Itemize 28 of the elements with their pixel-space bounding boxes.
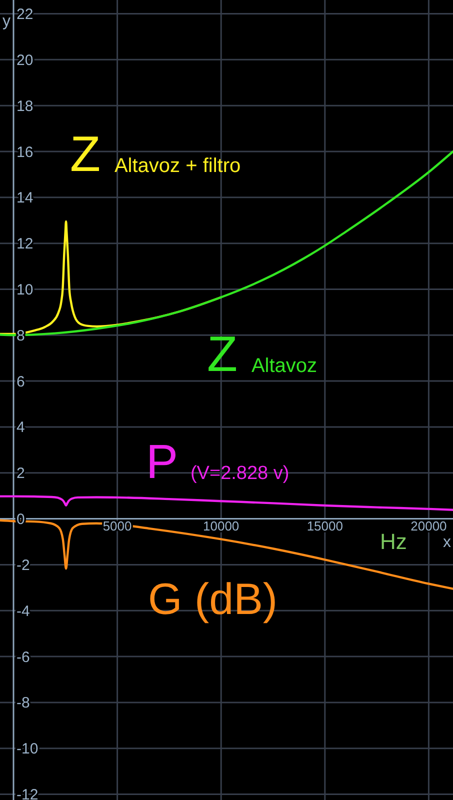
y-tick-label: 14 <box>16 190 34 207</box>
x-axis-title: x <box>443 534 451 551</box>
y-tick-label: 10 <box>16 281 34 298</box>
x-tick-label: 10000 <box>203 518 240 534</box>
y-tick-label: -6 <box>16 648 30 666</box>
y-tick-label: -8 <box>16 694 30 712</box>
y-tick-label: -12 <box>16 786 38 800</box>
y-tick-label: -10 <box>16 740 38 758</box>
line-series <box>0 495 453 511</box>
y-tick-label: 0 <box>16 511 25 528</box>
y-tick-label: 16 <box>16 144 34 161</box>
y-tick-label: 2 <box>16 465 25 482</box>
x-tick-label: 20000 <box>410 518 447 534</box>
annotation: Hz <box>380 529 407 554</box>
series-label: P (V=2.828 v) <box>146 436 290 489</box>
y-axis-title: y <box>2 13 10 30</box>
y-tick-label: 6 <box>16 373 25 390</box>
series-label: Z Altavoz + filtro <box>70 126 241 182</box>
y-tick-label: 20 <box>16 52 34 69</box>
y-tick-label: 12 <box>16 236 34 253</box>
y-tick-label: 4 <box>16 419 25 436</box>
y-tick-label: 22 <box>16 6 34 24</box>
y-tick-label: 18 <box>16 98 34 115</box>
series-label: Z Altavoz <box>207 326 318 382</box>
y-tick-label: -2 <box>16 556 30 574</box>
y-tick-label: -4 <box>16 602 30 620</box>
x-tick-label: 15000 <box>306 518 343 534</box>
series-label: G (dB) <box>148 575 278 624</box>
